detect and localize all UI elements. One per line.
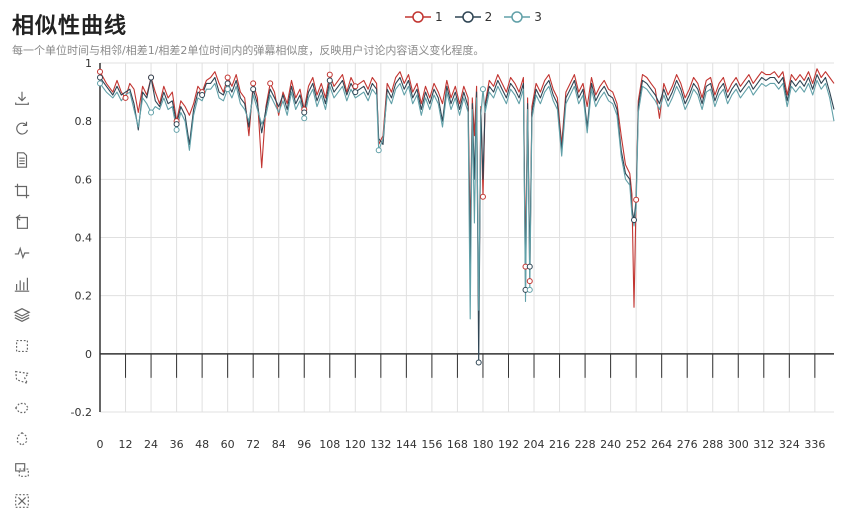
series-2-point <box>97 74 103 81</box>
x-tick-label: 252 <box>626 438 647 451</box>
save-image-icon[interactable] <box>8 84 36 112</box>
x-tick-label: 240 <box>600 438 621 451</box>
bar-chart-icon[interactable] <box>8 270 36 298</box>
page-title: 相似性曲线 <box>12 14 128 39</box>
x-tick-label: 264 <box>651 438 672 451</box>
x-tick-label: 60 <box>221 438 235 451</box>
legend-label-3: 3 <box>534 10 542 24</box>
series-1-point <box>479 193 486 200</box>
x-tick-label: 96 <box>297 438 311 451</box>
series-2-point <box>148 74 155 81</box>
legend-swatch-2 <box>454 11 481 23</box>
x-tick-label: 216 <box>549 438 570 451</box>
series-2-line <box>99 74 835 364</box>
zoom-back-icon[interactable] <box>8 208 36 236</box>
series-3-point <box>526 286 533 293</box>
x-tick-label: 36 <box>170 438 184 451</box>
x-tick-label: 312 <box>753 438 774 451</box>
x-tick-label: 300 <box>728 438 749 451</box>
series-2-point <box>326 77 333 84</box>
series-3-point <box>301 115 308 122</box>
legend-label-2: 2 <box>484 10 493 24</box>
legend-item-1[interactable]: 1 <box>405 10 443 24</box>
data-view-icon[interactable] <box>8 146 36 174</box>
series-1-point <box>267 80 274 87</box>
series-1-point <box>526 278 533 285</box>
x-tick-label: 204 <box>524 438 545 451</box>
x-tick-label: 180 <box>472 438 493 451</box>
series-3-point <box>224 86 231 93</box>
x-tick-label: 288 <box>702 438 723 451</box>
x-tick-label: 336 <box>804 438 825 451</box>
restore-icon[interactable] <box>8 115 36 143</box>
y-tick-label: -0.2 <box>71 406 92 419</box>
y-tick-label: 0.4 <box>75 232 93 245</box>
series-3-point <box>479 86 486 93</box>
series-1-point <box>352 83 359 90</box>
y-tick-label: 0.2 <box>75 290 93 303</box>
x-tick-label: 324 <box>779 438 800 451</box>
series-2-point <box>475 359 482 366</box>
zoom-icon[interactable] <box>8 177 36 205</box>
x-tick-label: 168 <box>447 438 468 451</box>
y-tick-label: 0.6 <box>75 173 93 186</box>
brush-polygon-icon[interactable] <box>8 363 36 391</box>
brush-clear-icon[interactable] <box>8 487 36 515</box>
x-tick-label: 228 <box>575 438 596 451</box>
y-tick-label: 1 <box>85 57 92 70</box>
line-chart: -0.2 0 0.2 0.4 0.6 0.8 1 0 12 24 36 48 60 72 84 96 108 12… <box>71 57 835 451</box>
x-tick-label: 156 <box>421 438 442 451</box>
series-3-line <box>99 79 835 320</box>
legend-item-3[interactable]: 3 <box>504 10 542 24</box>
series-1-point <box>224 74 231 81</box>
series-1-point <box>633 196 640 203</box>
series-2-point <box>301 109 308 116</box>
chart-legend: 1 2 3 <box>405 10 542 24</box>
series-2-point <box>631 217 638 224</box>
series-3-point <box>97 80 103 87</box>
series-2-point <box>526 263 533 270</box>
series-3-point <box>375 147 382 154</box>
y-tick-label: 0.8 <box>75 115 93 128</box>
page-subtitle: 每一个单位时间与相邻/相差1/相差2单位时间内的弹幕相似度，反映用户讨论内容语义… <box>12 44 485 57</box>
x-tick-label: 84 <box>272 438 286 451</box>
x-tick-label: 24 <box>144 438 158 451</box>
x-tick-label: 144 <box>396 438 417 451</box>
series-2-point <box>199 91 206 98</box>
x-tick-label: 192 <box>498 438 519 451</box>
series-2-point <box>250 86 257 93</box>
x-tick-label: 120 <box>345 438 366 451</box>
x-tick-label: 0 <box>97 438 104 451</box>
series-1-point <box>326 71 333 78</box>
y-tick-label: 0 <box>85 348 92 361</box>
brush-rect-icon[interactable] <box>8 332 36 360</box>
series-3-point <box>148 109 155 116</box>
series-1-point <box>250 80 257 87</box>
x-tick-label: 12 <box>119 438 133 451</box>
series-1-point <box>122 94 129 101</box>
series-2-point <box>173 121 180 128</box>
series-1-point <box>97 68 103 75</box>
legend-label-1: 1 <box>435 10 443 24</box>
series-1-line <box>99 68 835 326</box>
legend-swatch-1 <box>405 11 431 23</box>
x-tick-label: 48 <box>195 438 209 451</box>
x-tick-label: 132 <box>370 438 391 451</box>
x-tick-label: 276 <box>677 438 698 451</box>
stack-icon[interactable] <box>8 301 36 329</box>
legend-item-2[interactable]: 2 <box>454 10 493 24</box>
line-chart-icon[interactable] <box>8 239 36 267</box>
series-2-point <box>352 89 359 96</box>
x-tick-label: 108 <box>319 438 340 451</box>
x-tick-label: 72 <box>246 438 260 451</box>
legend-swatch-3 <box>504 11 531 23</box>
series-2-point <box>224 80 231 87</box>
series-3-point <box>173 126 180 133</box>
